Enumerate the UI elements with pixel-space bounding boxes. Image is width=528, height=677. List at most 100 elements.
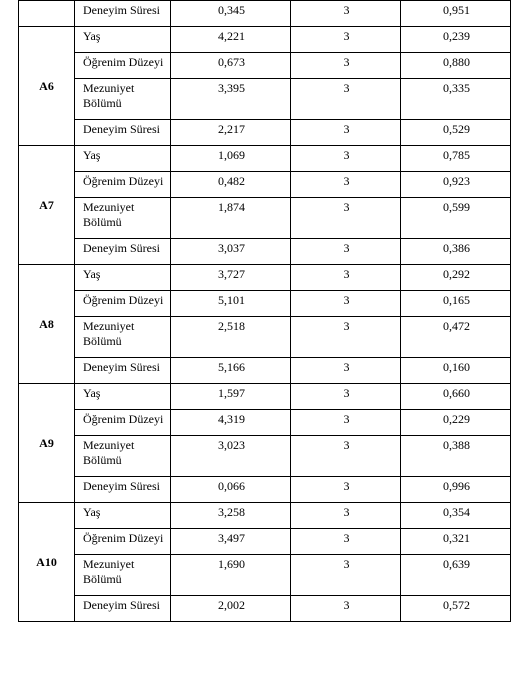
value-col-1: 3,037 <box>171 239 291 265</box>
value-col-3: 0,572 <box>401 596 511 622</box>
value-col-1: 1,874 <box>171 198 291 239</box>
value-col-2: 3 <box>291 529 401 555</box>
value-col-3: 0,923 <box>401 172 511 198</box>
value-col-2: 3 <box>291 384 401 410</box>
value-col-2: 3 <box>291 120 401 146</box>
value-col-2: 3 <box>291 358 401 384</box>
table-row: Mezuniyet Bölümü2,51830,472 <box>19 317 511 358</box>
variable-label: Öğrenim Düzeyi <box>75 172 171 198</box>
table-row: Deneyim Süresi2,00230,572 <box>19 596 511 622</box>
value-col-2: 3 <box>291 146 401 172</box>
value-col-1: 2,217 <box>171 120 291 146</box>
value-col-3: 0,951 <box>401 1 511 27</box>
variable-label: Deneyim Süresi <box>75 120 171 146</box>
variable-label: Öğrenim Düzeyi <box>75 529 171 555</box>
value-col-3: 0,880 <box>401 53 511 79</box>
value-col-2: 3 <box>291 596 401 622</box>
table-row: Deneyim Süresi2,21730,529 <box>19 120 511 146</box>
variable-label: Yaş <box>75 265 171 291</box>
variable-label: Mezuniyet Bölümü <box>75 555 171 596</box>
variable-label: Öğrenim Düzeyi <box>75 410 171 436</box>
value-col-1: 0,066 <box>171 477 291 503</box>
value-col-3: 0,660 <box>401 384 511 410</box>
variable-label: Deneyim Süresi <box>75 1 171 27</box>
value-col-1: 4,221 <box>171 27 291 53</box>
table-row: A10Yaş3,25830,354 <box>19 503 511 529</box>
variable-label: Deneyim Süresi <box>75 358 171 384</box>
table-row: A7Yaş1,06930,785 <box>19 146 511 172</box>
table-row: Öğrenim Düzeyi3,49730,321 <box>19 529 511 555</box>
stats-table: Deneyim Süresi0,34530,951A6Yaş4,22130,23… <box>18 0 511 622</box>
value-col-3: 0,229 <box>401 410 511 436</box>
value-col-2: 3 <box>291 436 401 477</box>
value-col-3: 0,386 <box>401 239 511 265</box>
value-col-3: 0,639 <box>401 555 511 596</box>
value-col-1: 1,069 <box>171 146 291 172</box>
variable-label: Mezuniyet Bölümü <box>75 79 171 120</box>
value-col-2: 3 <box>291 172 401 198</box>
variable-label: Yaş <box>75 27 171 53</box>
value-col-3: 0,321 <box>401 529 511 555</box>
value-col-3: 0,785 <box>401 146 511 172</box>
variable-label: Deneyim Süresi <box>75 239 171 265</box>
table-row: Mezuniyet Bölümü1,69030,639 <box>19 555 511 596</box>
value-col-1: 2,002 <box>171 596 291 622</box>
value-col-1: 3,258 <box>171 503 291 529</box>
value-col-2: 3 <box>291 291 401 317</box>
value-col-1: 3,727 <box>171 265 291 291</box>
value-col-3: 0,599 <box>401 198 511 239</box>
table-row: Deneyim Süresi0,34530,951 <box>19 1 511 27</box>
table-row: A8Yaş3,72730,292 <box>19 265 511 291</box>
table-row: A9Yaş1,59730,660 <box>19 384 511 410</box>
table-row: Öğrenim Düzeyi0,67330,880 <box>19 53 511 79</box>
group-cell: A10 <box>19 503 75 622</box>
value-col-1: 4,319 <box>171 410 291 436</box>
value-col-3: 0,335 <box>401 79 511 120</box>
table-row: Deneyim Süresi3,03730,386 <box>19 239 511 265</box>
table-row: Mezuniyet Bölümü1,87430,599 <box>19 198 511 239</box>
table-row: Deneyim Süresi5,16630,160 <box>19 358 511 384</box>
value-col-1: 3,497 <box>171 529 291 555</box>
value-col-3: 0,472 <box>401 317 511 358</box>
group-cell <box>19 1 75 27</box>
variable-label: Mezuniyet Bölümü <box>75 317 171 358</box>
value-col-2: 3 <box>291 1 401 27</box>
variable-label: Deneyim Süresi <box>75 596 171 622</box>
value-col-1: 3,023 <box>171 436 291 477</box>
value-col-3: 0,165 <box>401 291 511 317</box>
value-col-3: 0,160 <box>401 358 511 384</box>
value-col-2: 3 <box>291 265 401 291</box>
value-col-3: 0,292 <box>401 265 511 291</box>
value-col-2: 3 <box>291 503 401 529</box>
variable-label: Öğrenim Düzeyi <box>75 53 171 79</box>
value-col-2: 3 <box>291 198 401 239</box>
table-row: Mezuniyet Bölümü3,02330,388 <box>19 436 511 477</box>
value-col-2: 3 <box>291 410 401 436</box>
variable-label: Yaş <box>75 503 171 529</box>
value-col-2: 3 <box>291 79 401 120</box>
value-col-3: 0,529 <box>401 120 511 146</box>
value-col-3: 0,239 <box>401 27 511 53</box>
value-col-1: 1,690 <box>171 555 291 596</box>
value-col-3: 0,996 <box>401 477 511 503</box>
value-col-3: 0,388 <box>401 436 511 477</box>
value-col-1: 1,597 <box>171 384 291 410</box>
value-col-2: 3 <box>291 317 401 358</box>
group-cell: A7 <box>19 146 75 265</box>
group-cell: A6 <box>19 27 75 146</box>
variable-label: Mezuniyet Bölümü <box>75 198 171 239</box>
table-row: Öğrenim Düzeyi4,31930,229 <box>19 410 511 436</box>
table-row: Mezuniyet Bölümü3,39530,335 <box>19 79 511 120</box>
value-col-1: 3,395 <box>171 79 291 120</box>
variable-label: Mezuniyet Bölümü <box>75 436 171 477</box>
table-row: A6Yaş4,22130,239 <box>19 27 511 53</box>
value-col-2: 3 <box>291 27 401 53</box>
value-col-2: 3 <box>291 53 401 79</box>
value-col-1: 0,482 <box>171 172 291 198</box>
value-col-1: 2,518 <box>171 317 291 358</box>
value-col-1: 5,166 <box>171 358 291 384</box>
group-cell: A9 <box>19 384 75 503</box>
table-row: Öğrenim Düzeyi0,48230,923 <box>19 172 511 198</box>
variable-label: Yaş <box>75 384 171 410</box>
value-col-2: 3 <box>291 477 401 503</box>
